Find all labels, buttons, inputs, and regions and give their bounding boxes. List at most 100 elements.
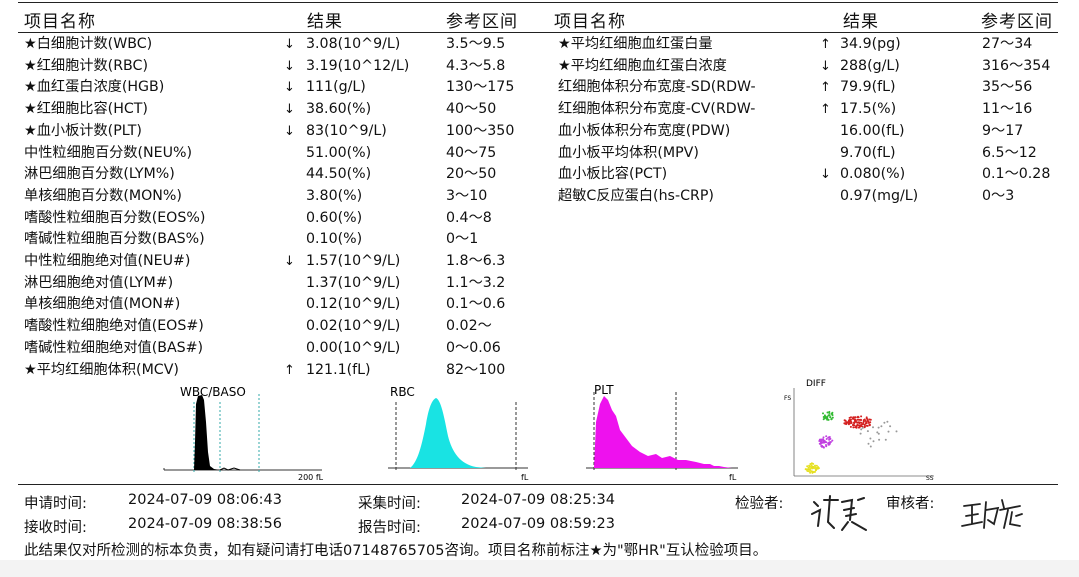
result-value: 3.08(10^9/L) <box>306 36 401 52</box>
rbc-plot-title: RBC <box>390 385 415 399</box>
receive-time-value: 2024-07-09 08:38:56 <box>128 516 282 532</box>
wbc-axis-end: 200 fL <box>298 473 324 482</box>
scatter-dot <box>810 470 813 473</box>
reference-range: 3～10 <box>446 187 488 204</box>
diff-y-label: FS <box>784 395 791 402</box>
scatter-dot <box>830 418 833 421</box>
scatter-dot <box>810 462 813 465</box>
scatter-dot <box>829 416 832 419</box>
reviewer-signature <box>960 494 1026 536</box>
reference-range: 27～34 <box>982 36 1033 52</box>
scatter-dot <box>865 417 868 420</box>
item-name: 单核细胞绝对值(MON#) <box>24 296 181 313</box>
scatter-dot <box>855 426 858 429</box>
result-value: 79.9(fL) <box>840 79 896 96</box>
scatter-dot <box>866 419 869 422</box>
item-name: 中性粒细胞绝对值(NEU#) <box>24 253 191 269</box>
plt-histogram: PLT fL <box>574 382 744 482</box>
reference-range: 3.5～9.5 <box>446 36 506 52</box>
scatter-dot <box>825 435 828 438</box>
item-name: 中性粒细胞百分数(NEU%) <box>24 144 193 161</box>
item-name: 超敏C反应蛋白(hs-CRP) <box>558 187 714 204</box>
scatter-dot <box>868 418 871 421</box>
scatter-dot <box>880 425 883 428</box>
result-value: 0.60(%) <box>306 209 363 226</box>
scatter-dot <box>859 432 862 435</box>
reference-range: 0～1 <box>446 231 479 248</box>
reference-range: 40～50 <box>446 101 497 118</box>
scatter-dot <box>831 416 834 419</box>
scatter-dot <box>847 420 850 423</box>
scatter-dot <box>868 423 871 426</box>
report-time-label: 报告时间: <box>358 520 421 536</box>
reference-range: 130～175 <box>446 79 515 96</box>
scatter-dot <box>849 425 852 428</box>
item-name: 血小板比容(PCT) <box>558 166 668 183</box>
scatter-dot <box>872 440 875 443</box>
scatter-dot <box>831 439 834 442</box>
item-name: ★血红蛋白浓度(HGB) <box>24 79 165 96</box>
scatter-dot <box>814 467 816 470</box>
scatter-dot <box>845 422 848 425</box>
collect-time-label: 采集时间: <box>358 496 421 512</box>
scatter-dot <box>886 420 889 423</box>
result-value: 51.00(%) <box>306 144 372 161</box>
right-header-result: 结果 <box>843 12 879 32</box>
flag-arrow: ↓ <box>284 254 295 269</box>
scatter-dot <box>860 415 863 418</box>
result-value: 1.37(10^9/L) <box>306 274 401 291</box>
wbc-baso-histogram: WBC/BASO 200 fL <box>158 382 328 482</box>
rbc-histogram: RBC fL <box>366 382 536 482</box>
result-value: 34.9(pg) <box>840 36 901 52</box>
item-name: 血小板体积分布宽度(PDW) <box>558 122 731 139</box>
apply-time-label: 申请时间: <box>24 496 87 512</box>
scatter-dot <box>814 464 816 467</box>
scatter-dot <box>809 463 812 465</box>
scatter-dot <box>843 419 846 422</box>
scatter-dot <box>861 426 864 429</box>
scatter-dot <box>865 421 868 424</box>
left-header-name: 项目名称 <box>24 12 96 32</box>
scatter-dot <box>825 441 828 444</box>
scatter-dot <box>849 422 851 425</box>
scatter-dot <box>869 437 872 440</box>
scatter-dot <box>866 430 869 433</box>
scatter-dot <box>822 436 825 439</box>
diff-plot-title: DIFF <box>806 379 826 389</box>
result-value: 0.080(%) <box>840 166 906 183</box>
scatter-dot <box>895 430 898 433</box>
scatter-dot <box>809 468 812 470</box>
reference-range: 0～0.06 <box>446 339 501 356</box>
scatter-dot <box>816 467 819 470</box>
scatter-dot <box>828 443 831 446</box>
scatter-dot <box>822 446 825 448</box>
disclaimer-note: 此结果仅对所检测的标本负责，如有疑问请打电话07148765705咨询。项目名称… <box>24 543 768 559</box>
scatter-dot <box>825 438 828 440</box>
right-header-range: 参考区间 <box>981 12 1053 32</box>
scatter-dot <box>883 421 886 424</box>
wbc-plot-title: WBC/BASO <box>180 385 246 399</box>
lab-report: 项目名称 结果 参考区间 项目名称 结果 参考区间 ★白细胞计数(WBC) ↓ 3.… <box>0 0 1079 560</box>
item-name: 嗜碱性粒细胞百分数(BAS%) <box>24 231 205 248</box>
left-header-range: 参考区间 <box>446 12 518 32</box>
flag-arrow: ↑ <box>284 362 295 378</box>
reference-range: 4.3～5.8 <box>446 57 506 74</box>
diff-scatter: DIFF FS SS <box>782 376 942 482</box>
scatter-dot <box>867 421 870 424</box>
flag-arrow: ↑ <box>820 37 831 52</box>
result-value: 121.1(fL) <box>306 361 371 378</box>
scatter-dot <box>817 467 820 470</box>
scatter-dot <box>845 421 848 424</box>
scatter-dot <box>869 421 872 424</box>
reference-range: 11～16 <box>982 101 1033 118</box>
scatter-dot <box>860 425 863 428</box>
inspector-signature <box>808 492 878 536</box>
item-name: ★平均红细胞血红蛋白量 <box>558 36 713 52</box>
scatter-dot <box>843 422 846 425</box>
scatter-dot <box>812 467 815 470</box>
scatter-dot <box>827 414 830 417</box>
scatter-dot <box>809 471 812 474</box>
scatter-dot <box>821 441 824 444</box>
scatter-dot <box>864 425 866 428</box>
item-name: 血小板平均体积(MPV) <box>558 144 699 161</box>
